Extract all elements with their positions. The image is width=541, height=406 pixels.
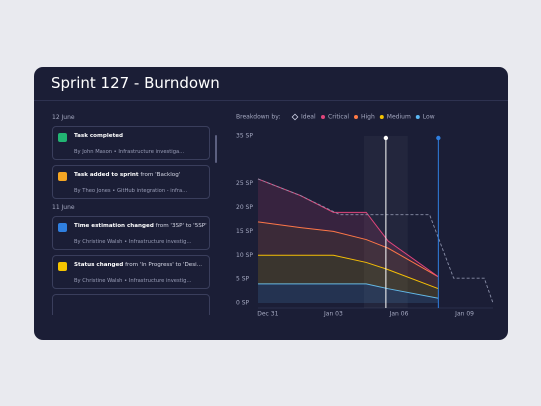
y-tick-label: 35 SP <box>236 133 253 140</box>
date-heading: 12 June <box>52 114 75 121</box>
x-tick-label: Dec 31 <box>257 311 278 318</box>
page-title: Sprint 127 - Burndown <box>51 74 220 92</box>
y-tick-label: 20 SP <box>236 204 253 211</box>
burndown-card: Sprint 127 - Burndown 12 June Task comple… <box>34 67 508 340</box>
activity-subtitle: By John Mason • Infrastructure investiga… <box>74 149 185 155</box>
activity-action: Status changed <box>74 262 124 268</box>
legend-marker <box>415 115 420 119</box>
activity-title: Task completed <box>74 133 123 139</box>
legend-title: Breakdown by: <box>236 114 280 121</box>
x-tick-label: Jan 03 <box>323 311 343 318</box>
activity-icon <box>58 172 67 181</box>
activity-subtitle: By Christine Walsh • Infrastructure inve… <box>74 278 192 284</box>
activity-feed: 12 June Task completed By John Mason • Inf… <box>52 111 210 315</box>
legend-label: Low <box>423 114 435 121</box>
scrollbar[interactable] <box>215 135 217 163</box>
activity-subtitle: By Christine Walsh • Infrastructure inve… <box>74 239 192 245</box>
legend-label: Critical <box>328 114 349 121</box>
activity-detail: from 'Backlog' <box>140 172 181 178</box>
series-line <box>257 178 439 278</box>
y-tick-label: 25 SP <box>236 180 253 187</box>
y-tick-label: 5 SP <box>236 276 250 283</box>
activity-title: Status changed from 'In Progress' to 'De… <box>74 262 202 268</box>
activity-icon <box>58 223 67 232</box>
activity-title: Task added to sprint from 'Backlog' <box>74 172 180 178</box>
activity-item[interactable]: Task added to sprint from 'Backlog' By Th… <box>52 165 210 199</box>
stacked-area <box>258 255 439 299</box>
legend-label: Medium <box>387 114 411 121</box>
stacked-area <box>258 221 439 289</box>
series-line <box>257 221 439 278</box>
activity-icon <box>58 262 67 271</box>
y-tick-label: 0 SP <box>236 300 250 307</box>
activity-item[interactable] <box>52 294 210 315</box>
date-marker-dot <box>436 135 441 141</box>
date-marker-dot <box>383 135 389 141</box>
activity-action: Task added to sprint <box>74 172 139 178</box>
activity-detail: from 'In Progress' to 'Desi... <box>125 262 203 268</box>
series-line <box>258 283 439 299</box>
series-line <box>258 254 439 290</box>
activity-item[interactable]: Task completed By John Mason • Infrastruc… <box>52 126 210 160</box>
x-tick-label: Jan 06 <box>389 311 409 318</box>
y-tick-label: 15 SP <box>236 228 253 235</box>
legend-marker <box>354 115 358 119</box>
divider <box>34 100 508 101</box>
legend-label: Ideal <box>301 114 316 121</box>
stacked-area <box>258 283 439 303</box>
activity-item[interactable]: Time estimation changed from '3SP' to '5… <box>52 216 210 250</box>
legend-marker <box>321 115 325 119</box>
activity-item[interactable]: Status changed from 'In Progress' to 'De… <box>52 255 210 289</box>
date-heading: 11 June <box>52 204 75 211</box>
y-tick-label: 10 SP <box>236 252 253 259</box>
legend-marker <box>291 113 299 121</box>
legend-marker <box>379 115 384 119</box>
ideal-line <box>257 178 494 304</box>
activity-detail: from '3SP' to '5SP' <box>155 223 207 229</box>
activity-subtitle: By Theo Jones • GitHub integration - inf… <box>74 188 188 194</box>
legend-label: High <box>361 114 375 121</box>
activity-action: Task completed <box>74 133 124 139</box>
activity-title: Time estimation changed from '3SP' to '5… <box>74 223 207 229</box>
activity-icon <box>58 133 67 142</box>
stacked-area <box>258 178 439 277</box>
activity-action: Time estimation changed <box>74 223 154 229</box>
chart: Breakdown by: Ideal Critical High Medium Low 0… <box>236 113 494 318</box>
x-tick-label: Jan 09 <box>454 311 474 318</box>
